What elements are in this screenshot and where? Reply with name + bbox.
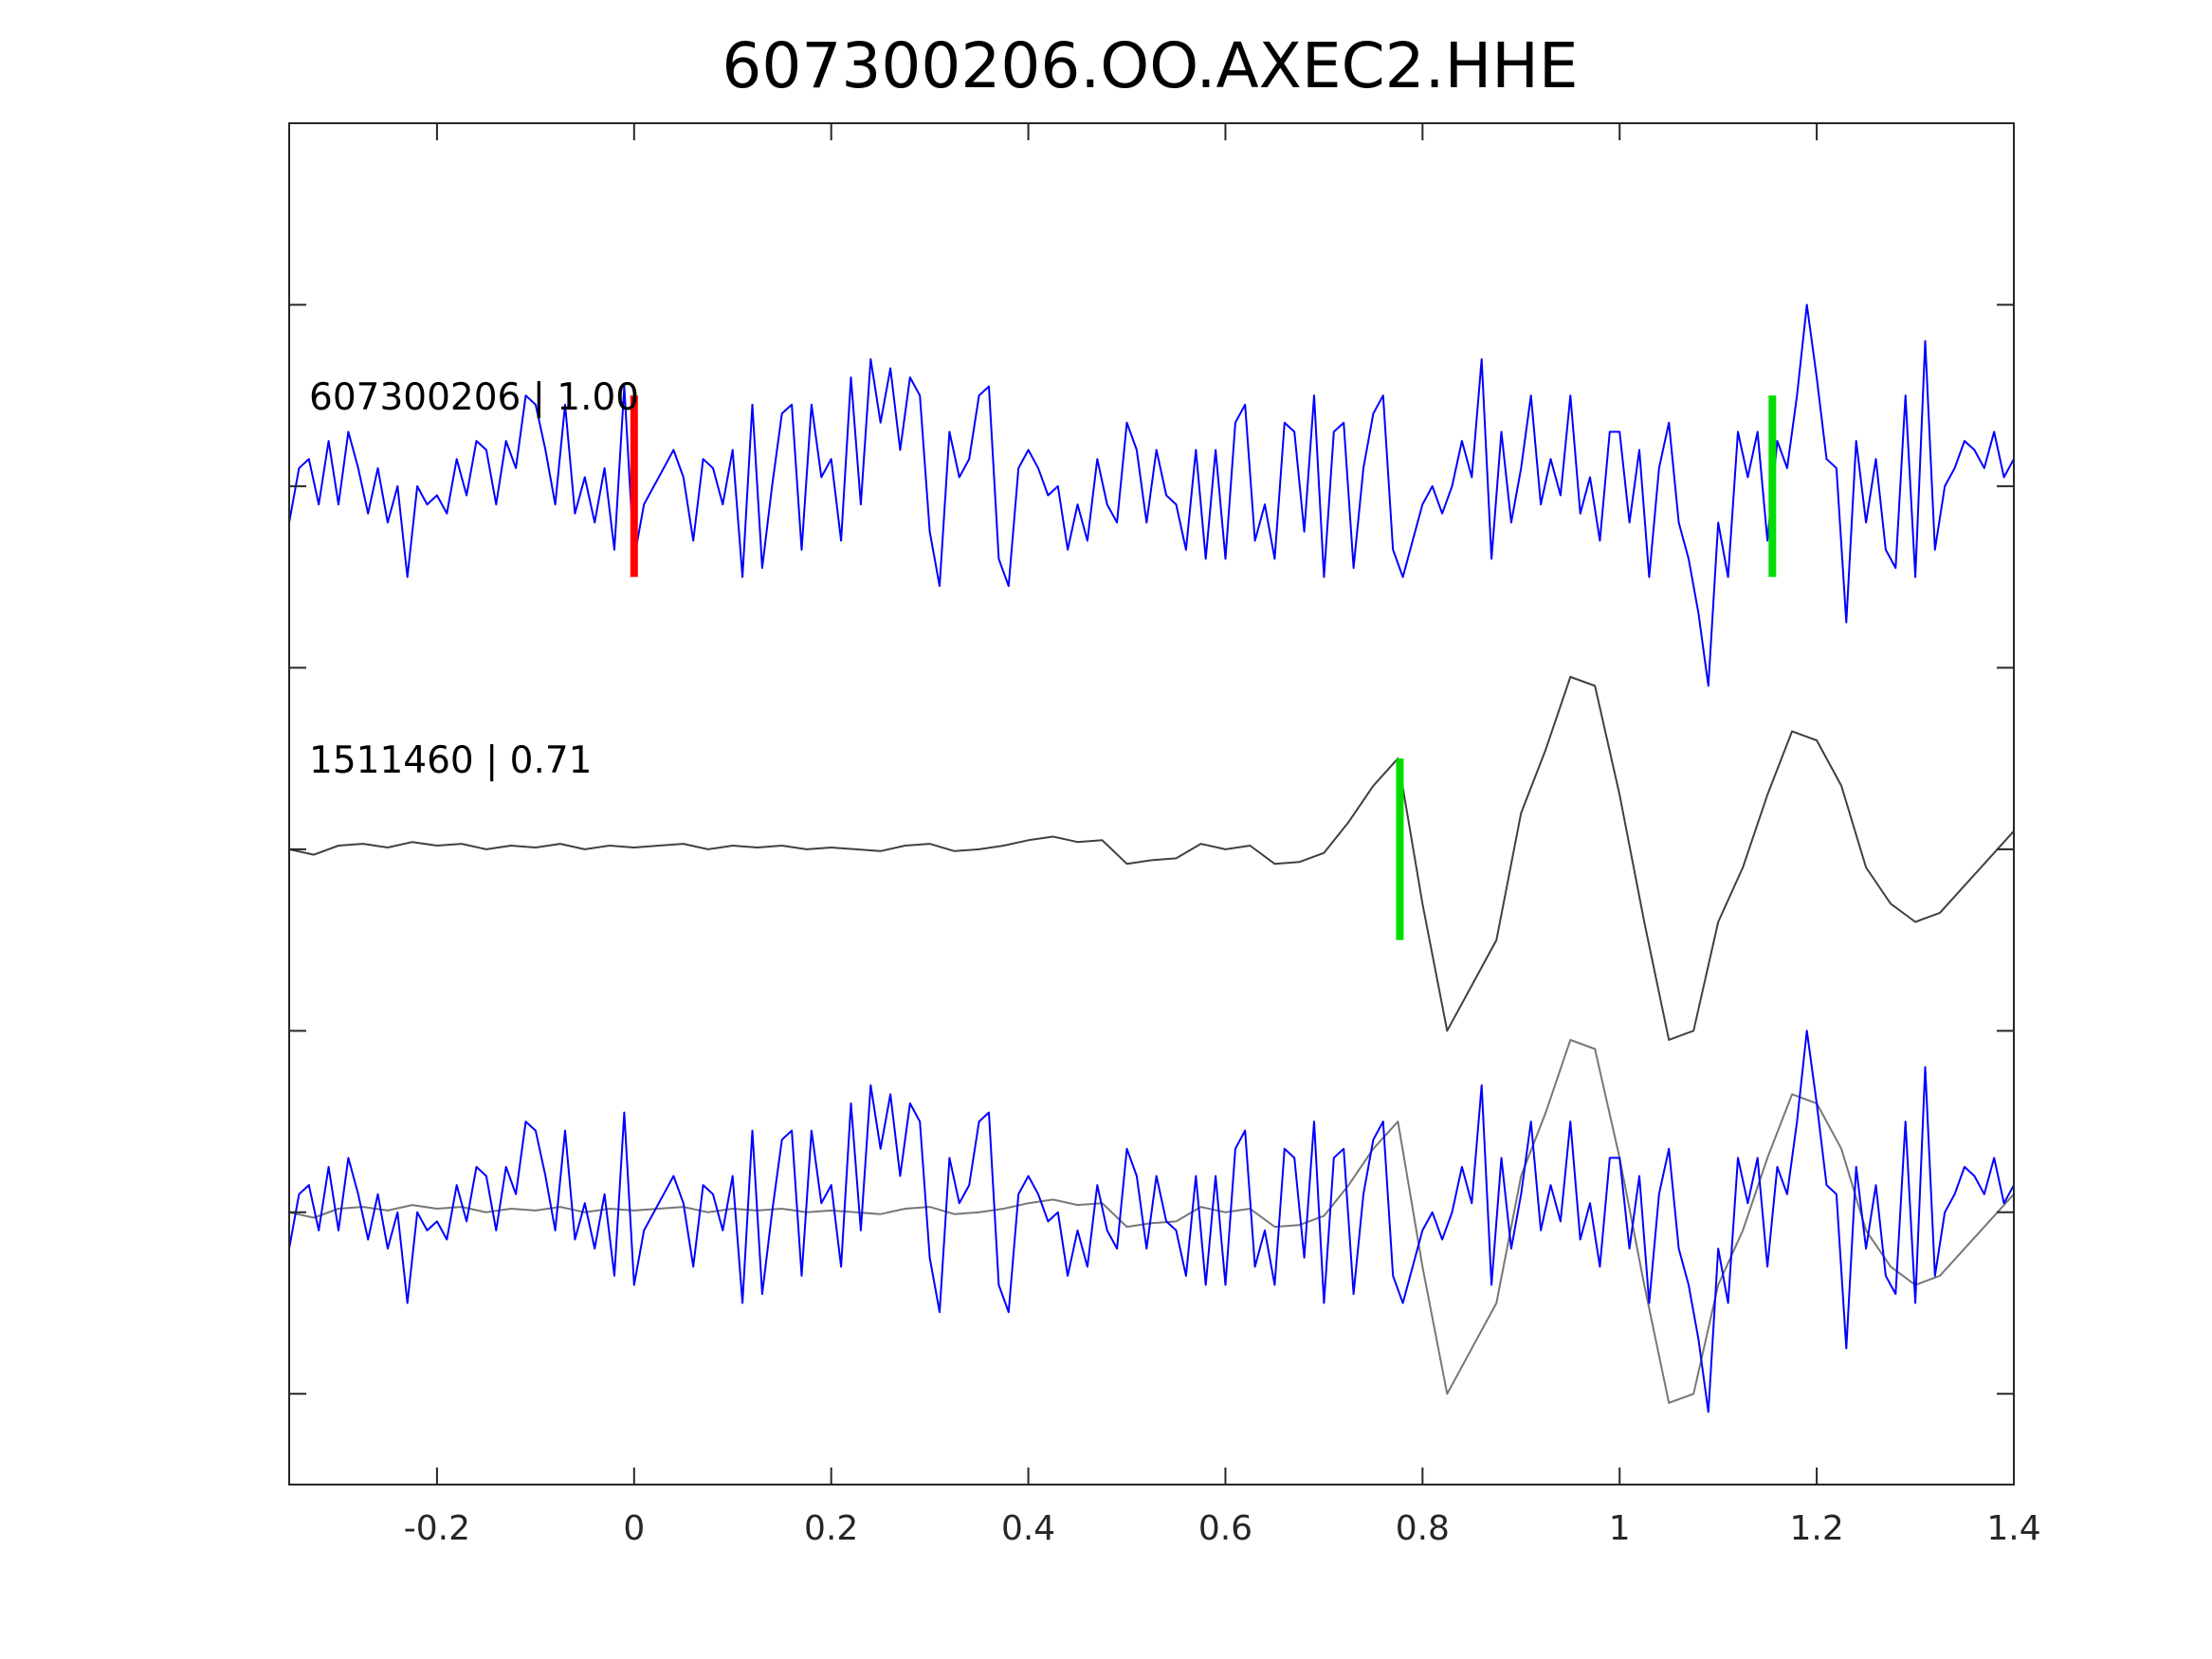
x-tick-label: 1.2 [1789, 1509, 1843, 1548]
series-line-1511460 [288, 676, 2015, 1041]
trace-label-1: 607300206 | 1.00 [309, 376, 639, 419]
overlay-line-607300206 [288, 1030, 2015, 1413]
x-tick-label: 0.6 [1198, 1509, 1252, 1548]
x-tick-label: 0.8 [1396, 1509, 1450, 1548]
overlay-line-1511460 [288, 1038, 2015, 1404]
chart-title: 607300206.OO.AXEC2.HHE [722, 29, 1578, 102]
traces-group [288, 303, 2015, 1413]
x-tick-label: -0.2 [404, 1509, 470, 1548]
x-tick-label: 0.2 [804, 1509, 858, 1548]
x-tick-label: 1.4 [1986, 1509, 2040, 1548]
x-tick-label: 1 [1609, 1509, 1631, 1548]
plot-frame [288, 122, 2015, 1486]
picks-group [630, 395, 1777, 940]
series-line-607300206 [288, 303, 2015, 687]
axis-ticks: -0.2 0 0.2 0.4 0.6 0.8 1 1.2 1.4 [289, 123, 2041, 1548]
x-tick-label: 0 [623, 1509, 645, 1548]
x-tick-label: 0.4 [1001, 1509, 1055, 1548]
trace-label-2: 1511460 | 0.71 [309, 739, 592, 782]
